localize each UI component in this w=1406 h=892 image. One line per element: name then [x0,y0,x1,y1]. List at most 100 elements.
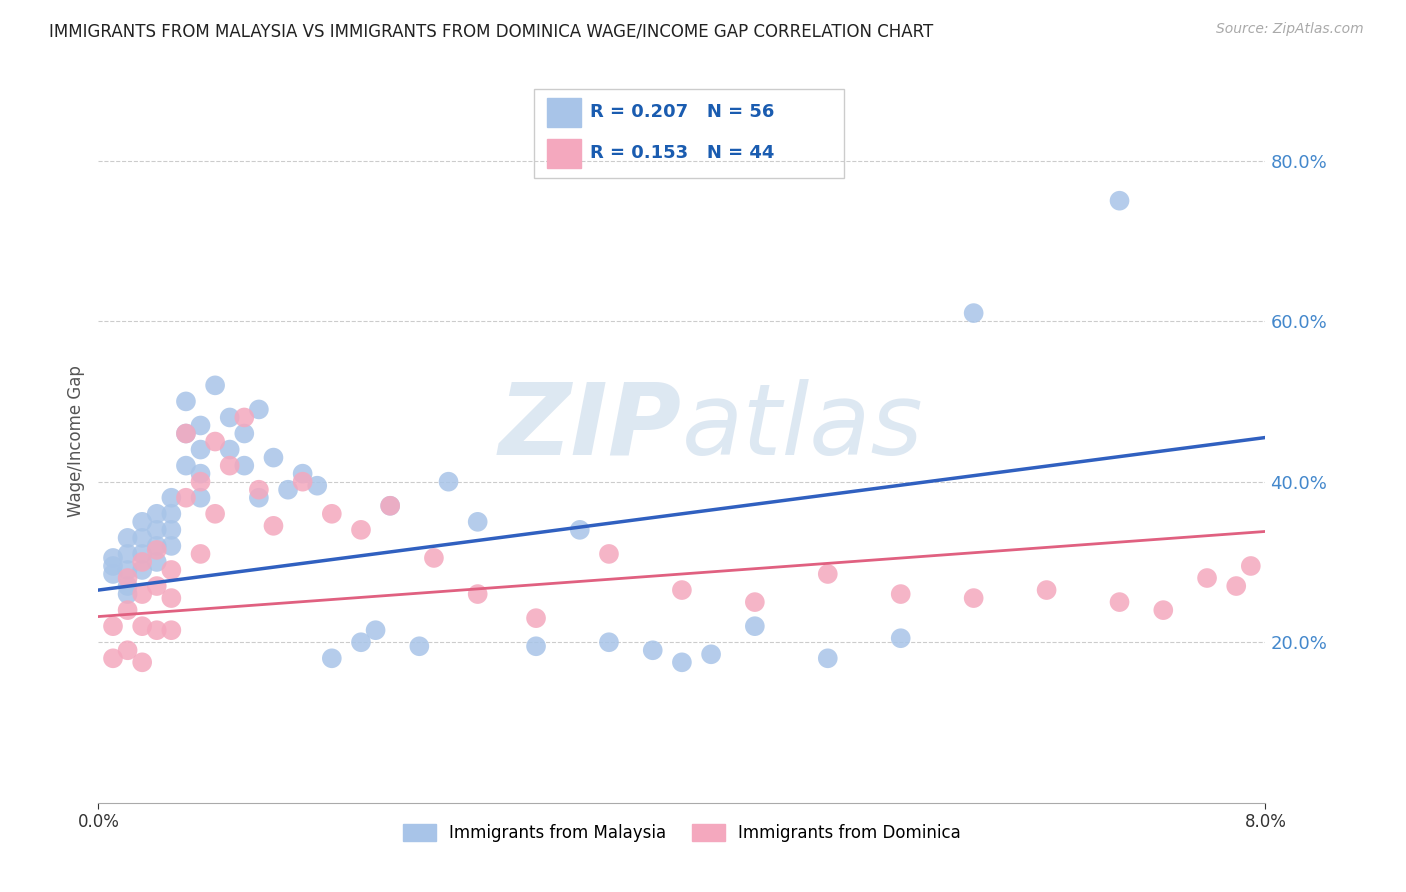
Point [174,426,197,441]
Point [131,587,153,601]
Point [190,547,212,561]
Point [364,623,387,637]
Point [174,491,197,505]
Point [218,410,240,425]
Point [1035,583,1057,598]
Point [1240,558,1263,574]
Point [744,619,766,633]
Point [817,651,839,665]
Point [131,515,153,529]
Point [190,491,212,505]
Point [174,394,197,409]
Point [1152,603,1174,617]
Point [307,478,329,492]
Point [101,550,124,566]
Point [101,651,124,665]
Point [1225,579,1247,593]
Point [291,475,314,489]
Point [524,639,547,653]
Point [190,418,212,433]
Point [817,567,839,582]
Point [131,531,153,545]
Point [160,539,183,553]
Point [146,542,169,557]
Point [380,499,402,513]
Point [321,651,343,665]
Text: R = 0.153   N = 44: R = 0.153 N = 44 [591,145,775,162]
Point [291,467,314,481]
Y-axis label: Wage/Income Gap: Wage/Income Gap [66,366,84,517]
Point [233,458,256,473]
Point [160,523,183,537]
Text: R = 0.207   N = 56: R = 0.207 N = 56 [591,103,775,121]
Point [437,475,460,489]
Point [160,623,183,637]
Point [962,306,984,320]
Point [247,402,270,417]
Point [117,571,139,585]
Point [1108,194,1130,208]
Point [190,475,212,489]
Point [117,531,139,545]
Point [671,583,693,598]
Point [174,426,197,441]
Point [262,518,284,533]
Point [218,458,240,473]
Point [568,523,591,537]
Point [218,442,240,457]
Point [467,587,489,601]
Point [101,619,124,633]
Point [233,426,256,441]
Point [467,515,489,529]
Point [117,563,139,577]
Point [146,623,169,637]
Bar [547,139,581,168]
Text: Source: ZipAtlas.com: Source: ZipAtlas.com [1216,22,1364,37]
Point [350,635,373,649]
Point [117,579,139,593]
Point [146,523,169,537]
Point [671,655,693,669]
Point [1108,595,1130,609]
Point [117,643,139,657]
Point [890,587,912,601]
Point [247,483,270,497]
Point [146,539,169,553]
Point [160,563,183,577]
Point [408,639,430,653]
Point [204,507,226,521]
Bar [547,98,581,127]
Point [1197,571,1219,585]
Point [101,567,124,582]
Point [350,523,373,537]
Point [598,635,620,649]
Point [131,555,153,569]
Point [233,410,256,425]
Point [160,507,183,521]
Point [744,595,766,609]
Point [146,555,169,569]
Point [277,483,299,497]
Point [641,643,664,657]
Point [131,547,153,561]
Point [101,558,124,574]
Point [117,547,139,561]
Point [190,442,212,457]
Point [190,467,212,481]
Legend: Immigrants from Malaysia, Immigrants from Dominica: Immigrants from Malaysia, Immigrants fro… [396,817,967,848]
Point [598,547,620,561]
Point [146,579,169,593]
Point [160,491,183,505]
Point [890,632,912,646]
Point [321,507,343,521]
Point [380,499,402,513]
Point [700,648,723,662]
Point [131,563,153,577]
Point [423,550,446,566]
Point [247,491,270,505]
Point [204,434,226,449]
Point [174,458,197,473]
Point [524,611,547,625]
Point [262,450,284,465]
Point [160,591,183,605]
